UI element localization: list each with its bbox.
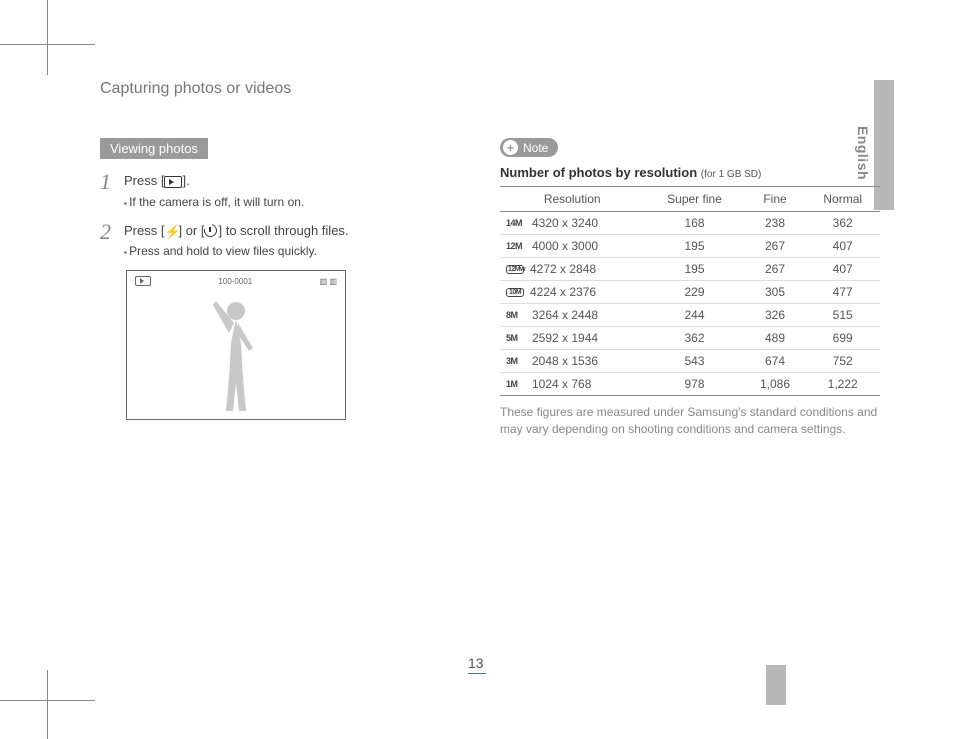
table-row: 12M 4000 x 3000 195267407 (500, 235, 880, 258)
resolution-value: 4224 x 2376 (530, 285, 596, 299)
note-label: Note (523, 141, 548, 155)
cell-superfine: 978 (644, 373, 744, 396)
cell-normal: 407 (805, 258, 880, 281)
note-badge: + Note (500, 138, 558, 157)
plus-icon: + (503, 140, 518, 155)
file-counter: 100-0001 (218, 277, 252, 286)
battery-icon: ▥ ▥ (320, 277, 337, 286)
resolution-value: 4320 x 3240 (532, 216, 598, 230)
page-number: 13 (468, 655, 486, 674)
cell-fine: 267 (745, 235, 806, 258)
cell-normal: 752 (805, 350, 880, 373)
cell-fine: 326 (745, 304, 806, 327)
resolution-icon: 5M (506, 333, 526, 343)
cell-fine: 674 (745, 350, 806, 373)
resolution-icon: 1M (506, 379, 526, 389)
col-header: Resolution (500, 187, 644, 212)
cell-fine: 238 (745, 212, 806, 235)
resolution-icon: 12Mw (506, 265, 524, 274)
resolution-value: 1024 x 768 (532, 377, 591, 391)
resolution-icon: 8M (506, 310, 526, 320)
person-silhouette (201, 293, 271, 413)
cell-superfine: 229 (644, 281, 744, 304)
cell-normal: 407 (805, 235, 880, 258)
step-text: ] or [ (178, 223, 204, 238)
table-title: Number of photos by resolution (for 1 GB… (500, 165, 880, 180)
page-title: Capturing photos or videos (100, 80, 880, 98)
cell-superfine: 168 (644, 212, 744, 235)
cell-superfine: 244 (644, 304, 744, 327)
cell-normal: 515 (805, 304, 880, 327)
table-row: 12Mw 4272 x 2848 195267407 (500, 258, 880, 281)
table-row: 1M 1024 x 768 9781,0861,222 (500, 373, 880, 396)
step-1: 1 Press []. If the camera is off, it wil… (100, 171, 470, 211)
cell-fine: 489 (745, 327, 806, 350)
cell-superfine: 195 (644, 235, 744, 258)
cell-superfine: 195 (644, 258, 744, 281)
table-row: 8M 3264 x 2448 244326515 (500, 304, 880, 327)
table-row: 14M 4320 x 3240 168238362 (500, 212, 880, 235)
table-row: 5M 2592 x 1944 362489699 (500, 327, 880, 350)
resolution-value: 2592 x 1944 (532, 331, 598, 345)
left-column: Viewing photos 1 Press []. If the camera… (100, 138, 470, 438)
col-header: Fine (745, 187, 806, 212)
step-bullet: If the camera is off, it will turn on. (124, 193, 470, 211)
col-header: Normal (805, 187, 880, 212)
playback-icon (135, 276, 151, 286)
cell-normal: 477 (805, 281, 880, 304)
step-text: ] to scroll through files. (218, 223, 348, 238)
step-text: Press [ (124, 173, 164, 188)
preview-frame: 100-0001 ▥ ▥ (126, 270, 346, 420)
page-tab (766, 665, 786, 705)
resolution-value: 4000 x 3000 (532, 239, 598, 253)
table-footnote: These figures are measured under Samsung… (500, 404, 880, 438)
step-text: Press [ (124, 223, 164, 238)
resolution-table: Resolution Super fine Fine Normal 14M 432… (500, 186, 880, 396)
step-2: 2 Press [ ] or [ ] to scroll through files… (100, 221, 470, 261)
timer-icon (204, 224, 218, 238)
step-text: ]. (182, 173, 189, 188)
playback-icon (164, 176, 182, 188)
cell-normal: 699 (805, 327, 880, 350)
resolution-value: 2048 x 1536 (532, 354, 598, 368)
crop-mark (47, 670, 48, 739)
resolution-value: 4272 x 2848 (530, 262, 596, 276)
table-row: 10M 4224 x 2376 229305477 (500, 281, 880, 304)
resolution-icon: 12M (506, 241, 526, 251)
cell-fine: 267 (745, 258, 806, 281)
step-number: 1 (100, 171, 116, 193)
resolution-value: 3264 x 2448 (532, 308, 598, 322)
resolution-icon: 3M (506, 356, 526, 366)
page-content: Capturing photos or videos Viewing photo… (100, 80, 880, 438)
cell-fine: 305 (745, 281, 806, 304)
flash-icon (164, 224, 178, 238)
right-column: + Note Number of photos by resolution (f… (500, 138, 880, 438)
crop-mark (47, 0, 48, 75)
cell-superfine: 362 (644, 327, 744, 350)
step-bullet: Press and hold to view files quickly. (124, 242, 470, 260)
section-label: Viewing photos (100, 138, 208, 159)
table-row: 3M 2048 x 1536 543674752 (500, 350, 880, 373)
step-number: 2 (100, 221, 116, 243)
cell-normal: 362 (805, 212, 880, 235)
cell-superfine: 543 (644, 350, 744, 373)
table-header-row: Resolution Super fine Fine Normal (500, 187, 880, 212)
cell-fine: 1,086 (745, 373, 806, 396)
col-header: Super fine (644, 187, 744, 212)
cell-normal: 1,222 (805, 373, 880, 396)
resolution-icon: 10M (506, 288, 524, 297)
resolution-icon: 14M (506, 218, 526, 228)
